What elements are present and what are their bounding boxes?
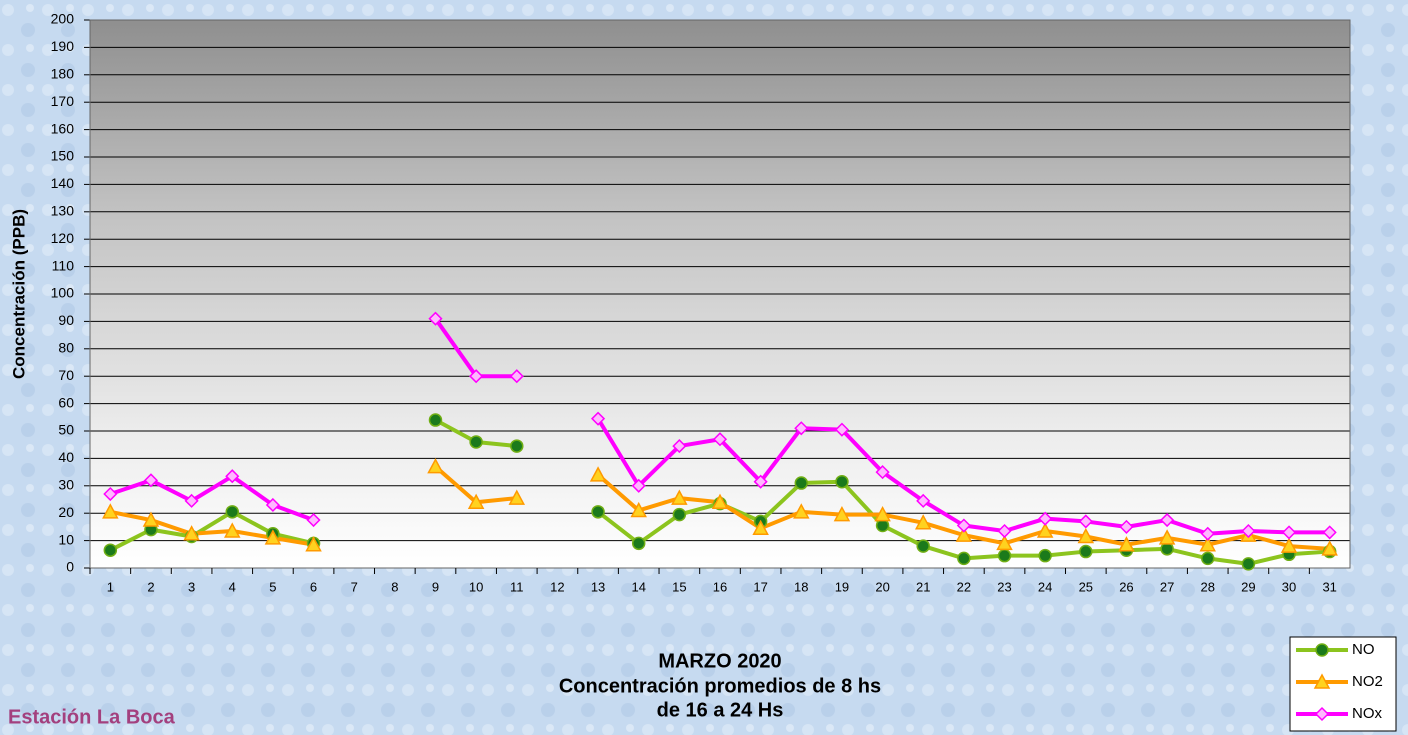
y-tick-label: 40 [58,449,74,465]
x-tick-label: 6 [310,579,317,594]
x-tick-label: 21 [916,579,930,594]
y-tick-label: 80 [58,340,74,356]
y-tick-label: 100 [51,285,75,301]
y-tick-label: 180 [51,66,75,82]
data-point [592,506,604,518]
legend-label: NO2 [1352,673,1383,690]
x-tick-label: 4 [229,579,236,594]
y-tick-label: 70 [58,367,74,383]
x-tick-label: 10 [469,579,483,594]
data-point [1242,558,1254,570]
y-tick-label: 170 [51,93,75,109]
data-point [1039,550,1051,562]
x-tick-label: 3 [188,579,195,594]
x-tick-label: 25 [1079,579,1093,594]
x-tick-label: 29 [1241,579,1255,594]
y-axis-label: Concentración (PPB) [9,209,28,379]
data-point [836,476,848,488]
data-point [917,540,929,552]
x-tick-label: 2 [147,579,154,594]
x-tick-label: 27 [1160,579,1174,594]
data-point [511,440,523,452]
data-point [470,436,482,448]
x-tick-label: 5 [269,579,276,594]
data-point [877,520,889,532]
x-tick-label: 11 [510,579,524,594]
y-tick-label: 200 [51,11,75,27]
data-point [104,544,116,556]
data-point [226,506,238,518]
x-tick-label: 18 [794,579,808,594]
legend-marker [1316,644,1328,656]
x-tick-label: 17 [753,579,767,594]
x-tick-label: 7 [351,579,358,594]
y-tick-label: 150 [51,148,75,164]
y-tick-label: 130 [51,203,75,219]
x-tick-label: 28 [1201,579,1215,594]
data-point [1202,552,1214,564]
y-tick-label: 50 [58,422,74,438]
station-label: Estación La Boca [8,706,176,728]
y-tick-label: 140 [51,175,75,191]
data-point [1161,543,1173,555]
x-tick-label: 13 [591,579,605,594]
y-tick-label: 110 [52,257,75,273]
y-tick-label: 160 [51,120,75,136]
x-tick-label: 22 [957,579,971,594]
x-tick-label: 1 [107,579,114,594]
y-tick-label: 0 [66,559,74,575]
y-tick-label: 120 [51,230,75,246]
x-tick-label: 30 [1282,579,1296,594]
data-point [429,414,441,426]
y-tick-label: 90 [58,312,74,328]
data-point [795,477,807,489]
x-tick-label: 19 [835,579,849,594]
y-tick-label: 20 [58,504,74,520]
x-tick-label: 23 [997,579,1011,594]
x-tick-label: 14 [631,579,645,594]
chart: Concentración (PPB) MARZO 2020 Concentra… [0,0,1408,735]
y-tick-label: 190 [51,38,75,54]
data-point [1080,546,1092,558]
x-tick-label: 24 [1038,579,1052,594]
x-tick-label: 12 [550,579,564,594]
x-tick-label: 16 [713,579,727,594]
data-point [999,550,1011,562]
legend-label: NO [1352,641,1375,658]
y-tick-label: 30 [58,477,74,493]
legend-label: NOx [1352,705,1383,722]
page: Concentración (PPB) MARZO 2020 Concentra… [0,0,1408,735]
chart-subtitle: Concentración promedios de 8 hs [559,675,881,697]
data-point [633,537,645,549]
data-point [673,509,685,521]
x-tick-label: 31 [1322,579,1336,594]
x-tick-label: 8 [391,579,398,594]
y-tick-label: 60 [58,394,74,410]
chart-title: MARZO 2020 [658,650,781,672]
x-tick-label: 20 [875,579,889,594]
x-tick-label: 15 [672,579,686,594]
x-tick-label: 9 [432,579,439,594]
x-tick-label: 26 [1119,579,1133,594]
chart-subtitle: de 16 a 24 Hs [657,699,784,721]
data-point [958,552,970,564]
y-tick-label: 10 [58,531,74,547]
